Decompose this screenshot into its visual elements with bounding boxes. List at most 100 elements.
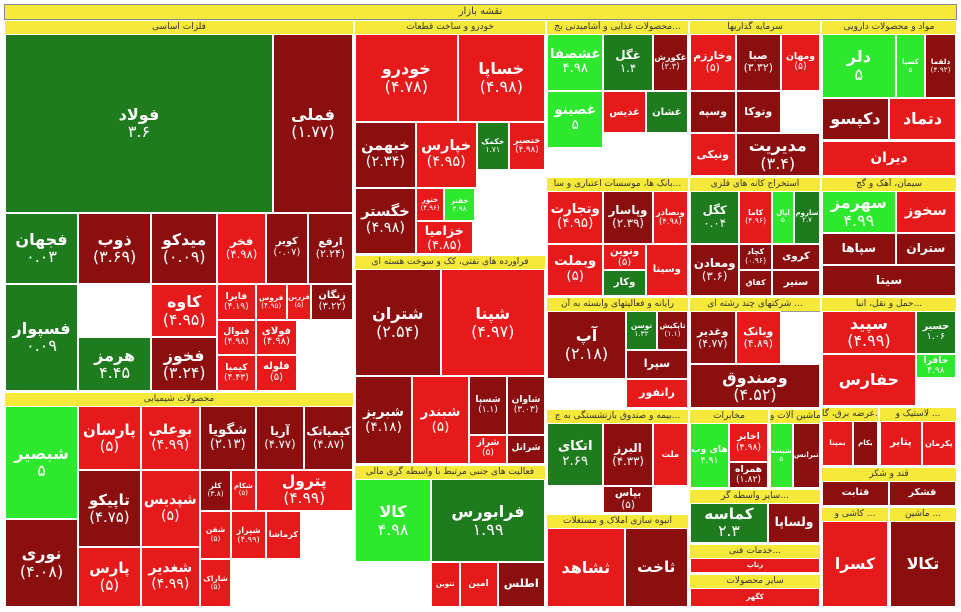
sector-header[interactable]: شرکتهای چند رشته ای ... xyxy=(690,298,820,312)
stock-tile[interactable]: ثشاهد xyxy=(547,528,625,607)
sector-header[interactable]: بانک ها، موسسات اعتباری و سا... xyxy=(547,178,688,192)
stock-tile[interactable]: بپاس (۵) xyxy=(603,486,653,513)
stock-tile[interactable]: فخوز (۳.۲۴) xyxy=(151,337,218,391)
stock-tile[interactable]: شفن (۵) xyxy=(199,510,232,559)
stock-tile[interactable]: غگل ۱.۴ xyxy=(603,34,653,91)
stock-tile[interactable]: کسرا xyxy=(822,521,888,607)
stock-tile[interactable]: تنوین xyxy=(431,562,460,607)
stock-tile[interactable]: توسن ۱.۳۲ xyxy=(625,311,657,350)
stock-tile[interactable]: حافرا ۴.۹۸ xyxy=(915,353,956,378)
stock-tile[interactable]: سخوز xyxy=(895,191,956,233)
stock-tile[interactable]: همراه (۱.۸۲) xyxy=(729,462,768,488)
stock-tile[interactable]: شیراز (۴.۹۹) xyxy=(231,510,266,559)
stock-tile[interactable]: وغدیر (۴.۷۷) xyxy=(690,311,736,365)
stock-tile[interactable]: ارفع (۲.۲۴) xyxy=(307,212,353,284)
stock-tile[interactable]: فلوله (۵) xyxy=(255,355,298,391)
stock-tile[interactable]: کماسه ۲.۳ xyxy=(690,503,768,543)
stock-tile[interactable]: پترول (۴.۹۹) xyxy=(255,470,353,511)
sector-header[interactable]: استخراج کانه های فلزی xyxy=(690,178,820,192)
stock-tile[interactable]: شبصیر ۵ xyxy=(5,406,79,519)
stock-tile[interactable]: دتماد xyxy=(889,97,956,141)
stock-tile[interactable]: ملت xyxy=(652,423,688,486)
stock-tile[interactable]: قشکر xyxy=(889,481,956,506)
stock-tile[interactable]: دلر ۵ xyxy=(822,34,896,98)
sector-header[interactable]: ماشین ... xyxy=(890,508,956,522)
stock-tile[interactable]: اتکای ۲.۶۹ xyxy=(547,423,604,486)
sector-header[interactable]: ماشین آلات و ... xyxy=(770,410,820,424)
stock-tile[interactable]: کگهر xyxy=(690,588,820,607)
stock-tile[interactable]: ستران xyxy=(895,233,956,265)
sector-header[interactable]: سایر محصولات xyxy=(690,575,820,589)
stock-tile[interactable]: تاپیکو (۴.۷۵) xyxy=(78,470,141,547)
sector-header[interactable]: بیمه و صندوق بازنشستگی به ج... xyxy=(547,410,688,424)
stock-tile[interactable]: پتایر xyxy=(880,421,922,466)
stock-tile[interactable]: تاپکیش (۱.۱) xyxy=(656,311,688,350)
sector-header[interactable]: فعالیت های جنبی مرتبط با واسطه گری مالی xyxy=(355,466,545,480)
stock-tile[interactable]: آپ (۲.۱۸) xyxy=(547,311,626,379)
stock-tile[interactable]: قثابت xyxy=(822,481,889,506)
stock-tile[interactable]: فخر (۴.۹۸) xyxy=(217,212,266,284)
stock-tile[interactable]: دکپسو xyxy=(822,97,889,141)
stock-tile[interactable]: شپشه ۵ xyxy=(770,423,793,488)
stock-tile[interactable]: کاما (۴.۹۶) xyxy=(739,191,772,244)
stock-tile[interactable]: میدکو (۰.۰۹) xyxy=(151,212,218,284)
sector-header[interactable]: لاستیک و ... xyxy=(880,408,956,422)
stock-tile[interactable]: غشصفا ۴.۹۸ xyxy=(547,34,604,91)
stock-tile[interactable]: حفارس xyxy=(822,353,916,406)
stock-tile[interactable]: ثاخت xyxy=(624,528,688,607)
stock-tile[interactable]: امین xyxy=(459,562,498,607)
stock-tile[interactable]: وسینا xyxy=(645,243,688,296)
stock-tile[interactable]: سپاها xyxy=(822,233,896,265)
stock-tile[interactable]: وسپه xyxy=(690,90,736,134)
stock-tile[interactable]: خبهمن (۲.۳۴) xyxy=(355,122,416,188)
stock-tile[interactable]: کگل ۰.۰۴ xyxy=(690,191,740,244)
stock-tile[interactable]: کالا ۴.۹۸ xyxy=(355,479,431,563)
stock-tile[interactable]: وبصادر (۴.۹۸) xyxy=(652,191,688,244)
stock-tile[interactable]: ونوین (۵) xyxy=(603,243,646,270)
stock-tile[interactable]: شراز (۵) xyxy=(469,434,507,464)
sector-header[interactable]: حمل و نقل، انبا... xyxy=(822,298,956,312)
stock-tile[interactable]: غدیس xyxy=(603,90,646,134)
stock-tile[interactable]: شرانل xyxy=(507,434,545,464)
stock-tile[interactable]: سهرمز ۴.۹۹ xyxy=(822,191,896,233)
stock-tile[interactable]: مدیریت (۳.۴) xyxy=(735,133,820,176)
stock-tile[interactable]: فزرین (۵) xyxy=(286,283,312,320)
stock-tile[interactable]: فرابورس ۱.۹۹ xyxy=(431,479,545,563)
stock-tile[interactable]: ختور (۴.۹۶) xyxy=(415,188,445,221)
sector-header[interactable]: فراورده های نفتی، کک و سوخت هسته ای xyxy=(355,256,545,270)
sector-header[interactable]: محصولات غذایی و آشامیدنی بج... xyxy=(547,21,688,35)
stock-tile[interactable]: تبرانس xyxy=(792,423,820,488)
sector-header[interactable]: کاشی و ... xyxy=(822,508,888,522)
stock-tile[interactable]: شاراک (۵) xyxy=(199,558,232,607)
sector-header[interactable]: محصولات شیمیایی xyxy=(5,393,353,407)
stock-tile[interactable]: شپنا (۴.۹۷) xyxy=(440,269,545,377)
sector-header[interactable]: خودرو و ساخت قطعات xyxy=(355,21,545,35)
stock-tile[interactable]: شغدیر (۴.۹۹) xyxy=(140,546,200,607)
stock-tile[interactable]: خزامیا (۴.۸۵) xyxy=(415,221,473,254)
stock-tile[interactable]: شسپا (۱.۱) xyxy=(469,376,507,435)
stock-tile[interactable]: فنوال (۴.۹۸) xyxy=(217,319,256,356)
stock-tile[interactable]: کلر (۳.۸) xyxy=(199,470,232,511)
stock-tile[interactable]: فایرا (۴.۱۹) xyxy=(217,283,256,320)
stock-tile[interactable]: بمپنا xyxy=(822,421,853,466)
stock-tile[interactable]: کفاق xyxy=(739,269,772,296)
stock-tile[interactable]: تکالا xyxy=(890,521,956,607)
stock-tile[interactable]: غشان xyxy=(645,90,688,134)
stock-tile[interactable]: ونیکی xyxy=(690,133,736,176)
stock-tile[interactable]: بوعلی (۴.۹۹) xyxy=(140,406,200,471)
stock-tile[interactable]: کیمیاتک (۴.۸۷) xyxy=(304,406,353,471)
stock-tile[interactable]: فولای (۴.۹۸) xyxy=(255,319,298,356)
stock-tile[interactable]: سپید (۴.۹۹) xyxy=(822,311,916,354)
stock-tile[interactable]: ومعادن (۳.۶) xyxy=(690,243,740,296)
stock-tile[interactable]: ولساپا xyxy=(768,503,820,543)
stock-tile[interactable]: صبا (۳.۳۲) xyxy=(735,34,781,91)
stock-tile[interactable]: وبانک (۴.۸۹) xyxy=(735,311,781,365)
stock-tile[interactable]: اپال ۵ xyxy=(771,191,794,244)
stock-tile[interactable]: کاوه (۴.۹۵) xyxy=(151,283,218,338)
stock-tile[interactable]: خفنر ۴.۹۸ xyxy=(444,188,475,221)
sector-header[interactable]: فلزات اساسی xyxy=(5,21,353,35)
stock-tile[interactable]: وخارزم (۵) xyxy=(690,34,736,91)
stock-tile[interactable]: زنگان (۳.۲۲) xyxy=(311,283,353,320)
stock-tile[interactable]: شاوان (۳.۰۳) xyxy=(507,376,545,435)
stock-tile[interactable]: غکورش (۲.۳) xyxy=(652,34,688,91)
